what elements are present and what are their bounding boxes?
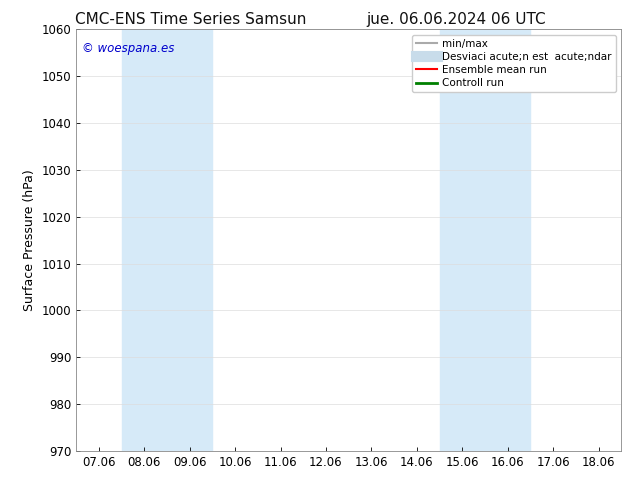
Bar (122, 29, 212, 451)
Text: CMC-ENS Time Series Samsun: CMC-ENS Time Series Samsun (75, 12, 306, 27)
Legend: min/max, Desviaci acute;n est  acute;ndar, Ensemble mean run, Controll run: min/max, Desviaci acute;n est acute;ndar… (412, 35, 616, 92)
Text: jue. 06.06.2024 06 UTC: jue. 06.06.2024 06 UTC (366, 12, 547, 27)
Bar (439, 29, 531, 451)
Text: © woespana.es: © woespana.es (82, 42, 174, 55)
Y-axis label: Surface Pressure (hPa): Surface Pressure (hPa) (23, 169, 36, 311)
